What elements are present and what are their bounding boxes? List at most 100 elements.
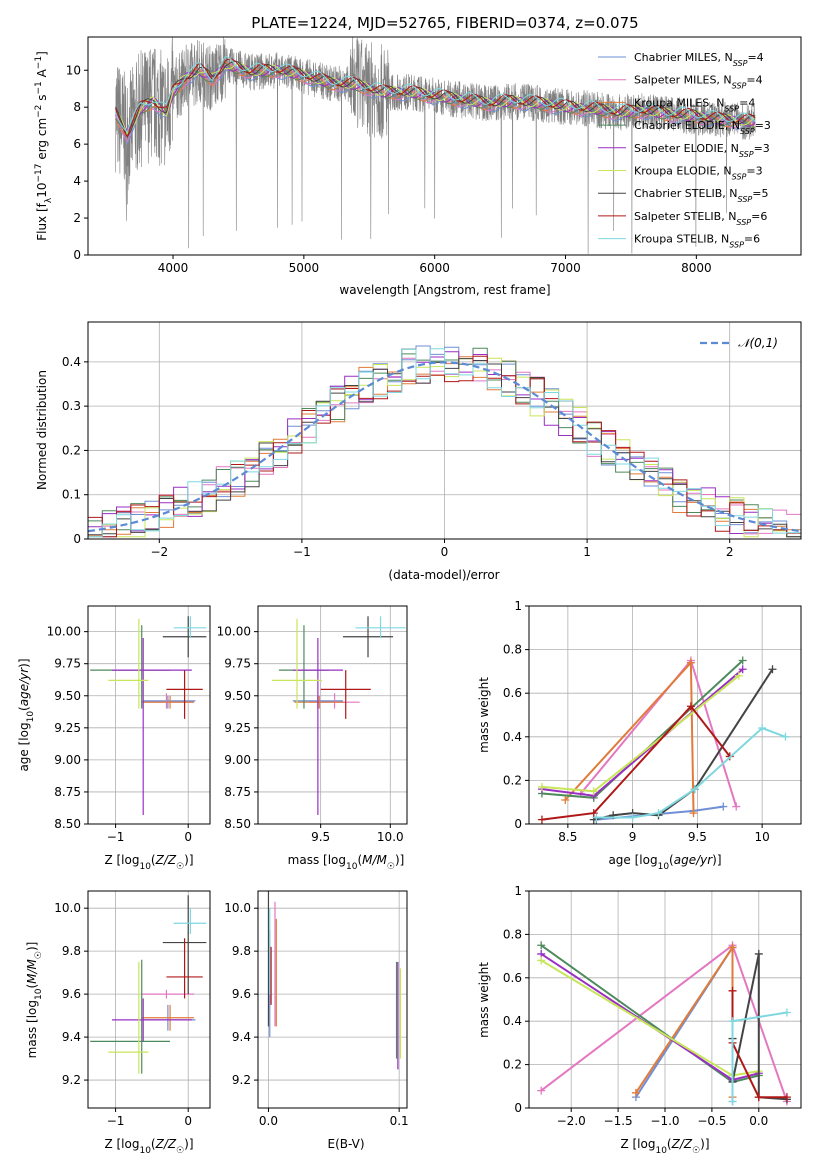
y-tick-label: 0.4 bbox=[62, 355, 81, 369]
y-tick-label: 0.1 bbox=[62, 488, 81, 502]
age-vs-mass-panel: 9.5 10.0 8.50 8.75 9.00 9.25 9.50 9.75 10.00 mass… bbox=[217, 605, 408, 872]
weight-marker bbox=[728, 1017, 737, 1026]
y-tick-label: 0.6 bbox=[503, 971, 522, 985]
y-tick-label: 10.0 bbox=[224, 901, 251, 915]
y-tick-label: 9.25 bbox=[224, 721, 251, 735]
x-tick-label: −1 bbox=[293, 545, 311, 559]
x-axis-label: Z [log10(Z/Z☉)] bbox=[104, 1137, 193, 1156]
weight-marker bbox=[537, 815, 546, 824]
legend-label: Kroupa ELODIE, NSSP=3 bbox=[634, 165, 763, 182]
axes-frame bbox=[87, 605, 211, 825]
y-tick-label: 1 bbox=[514, 599, 522, 613]
axes-frame bbox=[257, 605, 408, 825]
y-tick-label: 1 bbox=[514, 884, 522, 898]
y-tick-label: 10 bbox=[66, 63, 81, 77]
weight-marker bbox=[782, 1008, 791, 1017]
axes-frame bbox=[87, 890, 211, 1109]
x-tick-label: −0.5 bbox=[697, 1114, 726, 1128]
weight-marker bbox=[734, 671, 743, 680]
y-axis-label: Normed distribution bbox=[35, 370, 49, 490]
y-tick-label: 8.50 bbox=[224, 817, 251, 831]
x-tick-label: 9.5 bbox=[688, 830, 707, 844]
y-tick-label: 9.8 bbox=[232, 944, 251, 958]
y-tick-label: 0 bbox=[73, 532, 81, 546]
y-tick-label: 9.00 bbox=[224, 753, 251, 767]
weight-marker bbox=[561, 796, 570, 805]
model-line-kroupa-stelib bbox=[115, 56, 756, 133]
x-tick-label: 0 bbox=[441, 545, 449, 559]
y-tick-label: 0 bbox=[514, 1101, 522, 1115]
weight-marker bbox=[758, 724, 767, 733]
y-tick-label: 9.75 bbox=[54, 657, 81, 671]
weight-marker bbox=[589, 787, 598, 796]
weight-marker bbox=[592, 813, 601, 822]
weight-vs-age-panel: 8.5 9 9.5 10 0 0.2 0.4 0.6 0.8 1 age [log10(age/yr… bbox=[477, 599, 802, 872]
y-tick-label: 9.25 bbox=[54, 721, 81, 735]
x-tick-label: 9.5 bbox=[311, 830, 330, 844]
y-tick-label: 0.3 bbox=[62, 399, 81, 413]
y-tick-label: 0.2 bbox=[503, 1058, 522, 1072]
y-tick-label: 9.4 bbox=[62, 1030, 81, 1044]
legend-label: Chabrier ELODIE, NSSP=3 bbox=[634, 119, 771, 136]
x-tick-label: 0.1 bbox=[390, 1114, 409, 1128]
x-tick-label: 6000 bbox=[419, 261, 450, 275]
weight-marker bbox=[589, 809, 598, 818]
x-tick-label: 0 bbox=[184, 1114, 192, 1128]
y-tick-label: 0.4 bbox=[503, 1014, 522, 1028]
y-tick-label: 9.50 bbox=[224, 689, 251, 703]
y-tick-label: 9.2 bbox=[62, 1073, 81, 1087]
legend-label: Salpeter ELODIE, NSSP=3 bbox=[634, 142, 770, 159]
weight-marker bbox=[754, 1093, 763, 1102]
y-axis-label: age [log10(age/yr)] bbox=[17, 658, 36, 771]
mass-vs-z-panel: −1 0 9.2 9.4 9.6 9.8 10.0 Z [log10(Z/Z☉)] mass [… bbox=[25, 890, 211, 1156]
legend-label: Chabrier STELIB, NSSP=5 bbox=[634, 187, 768, 204]
gaussian-curve bbox=[87, 361, 802, 533]
weight-marker bbox=[631, 1088, 640, 1097]
y-tick-label: 10.00 bbox=[47, 625, 81, 639]
y-tick-label: 9.75 bbox=[224, 657, 251, 671]
y-tick-label: 8.50 bbox=[54, 817, 81, 831]
y-tick-label: 9.8 bbox=[62, 944, 81, 958]
x-tick-label: −1 bbox=[107, 1114, 125, 1128]
x-axis-label: Z [log10(Z/Z☉)] bbox=[104, 853, 193, 872]
weight-marker bbox=[537, 941, 546, 950]
x-axis-label: (data-model)/error bbox=[388, 568, 499, 582]
weight-marker bbox=[719, 802, 728, 811]
y-tick-label: 10.00 bbox=[217, 625, 251, 639]
weight-marker bbox=[537, 956, 546, 965]
weight-marker bbox=[686, 658, 695, 667]
x-axis-label: Z [log10(Z/Z☉)] bbox=[620, 1137, 709, 1156]
x-axis-label: wavelength [Angstrom, rest frame] bbox=[339, 283, 550, 297]
y-tick-label: 0 bbox=[73, 248, 81, 262]
y-tick-label: 8.75 bbox=[224, 785, 251, 799]
y-tick-label: 0 bbox=[514, 817, 522, 831]
y-tick-label: 4 bbox=[73, 174, 81, 188]
weight-line-salpeter-stelib bbox=[541, 704, 731, 821]
plot-area bbox=[537, 941, 791, 1106]
y-tick-label: 0.6 bbox=[503, 686, 522, 700]
x-tick-label: 5000 bbox=[289, 261, 320, 275]
model-line-chabrier-miles bbox=[115, 65, 756, 145]
weight-marker bbox=[628, 813, 637, 822]
legend-label: Kroupa STELIB, NSSP=6 bbox=[634, 233, 760, 250]
x-axis-label: E(B-V) bbox=[327, 1137, 364, 1151]
x-tick-label: −1 bbox=[107, 830, 125, 844]
weight-marker bbox=[738, 656, 747, 665]
weight-marker bbox=[781, 732, 790, 741]
axes-frame bbox=[257, 890, 408, 1109]
model-line-chabrier-elodie bbox=[115, 62, 756, 133]
y-axis-label: mass weight bbox=[477, 677, 491, 753]
x-axis-label: age [log10(age/yr)] bbox=[608, 853, 721, 872]
y-tick-label: 8 bbox=[73, 100, 81, 114]
x-tick-label: −1.0 bbox=[650, 1114, 679, 1128]
legend: Chabrier MILES, NSSP=4 Salpeter MILES, NS… bbox=[598, 51, 771, 249]
x-tick-label: −2 bbox=[150, 545, 168, 559]
weight-marker bbox=[728, 943, 737, 952]
model-line-salpeter-stelib bbox=[115, 58, 756, 138]
y-tick-label: 9.2 bbox=[232, 1073, 251, 1087]
model-line-chabrier-stelib bbox=[115, 60, 756, 138]
weight-marker bbox=[782, 1093, 791, 1102]
legend-label: Chabrier MILES, NSSP=4 bbox=[634, 51, 764, 68]
x-tick-label: 8.5 bbox=[558, 830, 577, 844]
x-tick-label: 10.0 bbox=[377, 830, 404, 844]
